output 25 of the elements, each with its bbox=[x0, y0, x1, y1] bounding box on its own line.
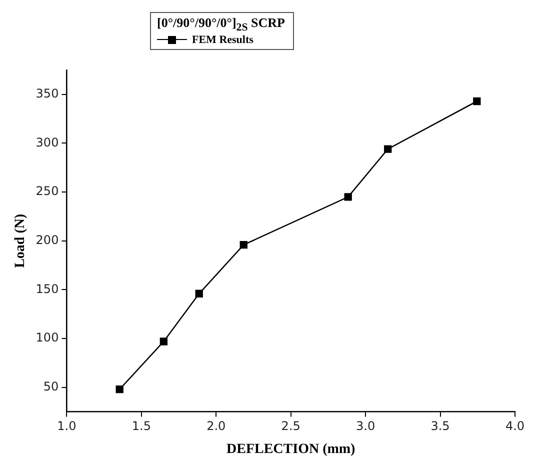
x-tick-label: 4.0 bbox=[505, 419, 525, 434]
point bbox=[473, 97, 481, 106]
point bbox=[344, 193, 352, 201]
y-tick-label: 50 bbox=[43, 380, 59, 394]
x-tick-label: 1.5 bbox=[132, 419, 151, 434]
x-tick-label: 2.0 bbox=[206, 419, 226, 434]
y-tick-label: 150 bbox=[36, 282, 59, 296]
y-tick-label: 350 bbox=[36, 86, 59, 101]
point bbox=[240, 240, 248, 249]
point bbox=[116, 386, 124, 394]
x-tick-label: 3.0 bbox=[356, 419, 376, 434]
x-tick-label: 3.5 bbox=[430, 419, 450, 434]
y-tick-label: 300 bbox=[36, 135, 59, 150]
y-axis-title: Load (N) bbox=[13, 214, 28, 268]
point bbox=[195, 290, 203, 298]
y-tick-label: 200 bbox=[36, 233, 59, 248]
point bbox=[384, 145, 392, 153]
x-axis-title: DEFLECTION (mm) bbox=[226, 442, 356, 458]
x-tick-label: 2.5 bbox=[281, 419, 300, 434]
x-tick-label: 1.0 bbox=[57, 419, 76, 434]
legend-title: [0°/90°/90°/0°]$_{2S}$ SCRP bbox=[157, 15, 285, 34]
y-tick-label: 250 bbox=[36, 184, 59, 198]
point bbox=[160, 338, 168, 346]
legend-label: FEM Results bbox=[192, 34, 254, 46]
y-tick-label: 100 bbox=[36, 330, 59, 345]
